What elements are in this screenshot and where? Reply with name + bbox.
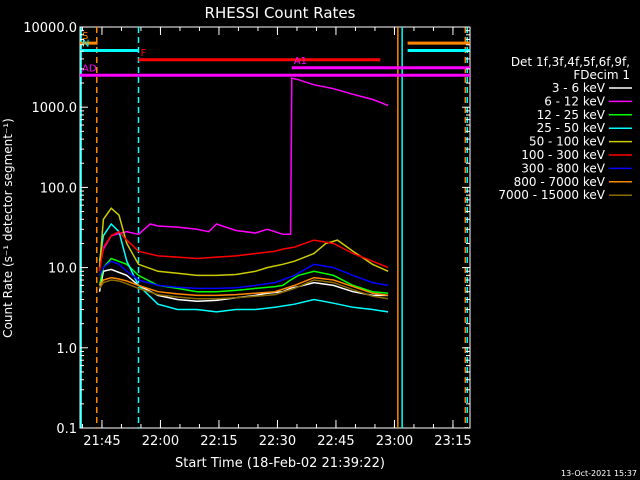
legend-entry-label: 800 - 7000 keV [514, 175, 606, 189]
legend-entry-label: 6 - 12 keV [544, 94, 606, 108]
y-tick-label: 1000.0 [32, 101, 78, 116]
vertical-markers [80, 27, 469, 428]
series-line [98, 207, 389, 277]
legend-title: FDecim 1 [573, 68, 630, 82]
series-line [98, 230, 389, 272]
series-line [98, 222, 389, 313]
legend: Det 1f,3f,4f,5f,6f,9f,FDecim 13 - 6 keV6… [498, 55, 632, 202]
legend-entry-label: 25 - 50 keV [537, 121, 606, 135]
x-axis-label: Start Time (18-Feb-02 21:39:22) [175, 456, 385, 471]
legend-entry-label: 7000 - 15000 keV [498, 188, 605, 202]
footer-timestamp: 13-Oct-2021 15:37 [561, 469, 637, 478]
legend-entry-label: 3 - 6 keV [552, 81, 606, 95]
state-bars: SN F AD A1 [80, 31, 470, 77]
plot-axes [79, 26, 471, 429]
series-line [98, 279, 389, 300]
x-tick-label: 22:30 [259, 434, 296, 449]
legend-entry-label: 300 - 800 keV [521, 161, 605, 175]
x-tick-label: 22:15 [200, 434, 237, 449]
series-line [98, 268, 389, 303]
series-line [98, 77, 389, 268]
x-tick-label: 23:15 [434, 434, 471, 449]
chart-title: RHESSI Count Rates [205, 4, 356, 22]
series-line [98, 260, 389, 290]
y-tick-label: 10000.0 [23, 21, 77, 36]
legend-entry-label: 50 - 100 keV [529, 135, 606, 149]
y-axis-label: Count Rate (s⁻¹ detector segment⁻¹) [1, 118, 15, 338]
y-tick-label: 0.1 [56, 422, 77, 437]
x-tick-label: 23:00 [376, 434, 413, 449]
state-bar-label: N [82, 38, 89, 49]
y-tick-label: 1.0 [56, 342, 77, 357]
axis-ticks: 0.1 1.0 10.0 100.0 1000.0 10000.0 21:45 22:00 22… [23, 21, 471, 449]
y-tick-label: 10.0 [48, 262, 77, 277]
legend-title: Det 1f,3f,4f,5f,6f,9f, [511, 55, 630, 69]
state-bar-label: AD [82, 63, 97, 74]
legend-entry-label: 12 - 25 keV [537, 108, 606, 122]
legend-entry-label: 100 - 300 keV [521, 148, 605, 162]
x-tick-label: 21:45 [83, 434, 120, 449]
x-tick-label: 22:45 [317, 434, 354, 449]
state-bar-label: F [141, 48, 147, 59]
x-tick-label: 22:00 [142, 434, 179, 449]
plot-frame [79, 26, 471, 429]
series-line [98, 276, 389, 297]
series-lines [98, 77, 389, 313]
state-bar-label: S [82, 31, 88, 42]
y-tick-label: 100.0 [40, 181, 77, 196]
state-bar-label: A1 [294, 56, 307, 67]
